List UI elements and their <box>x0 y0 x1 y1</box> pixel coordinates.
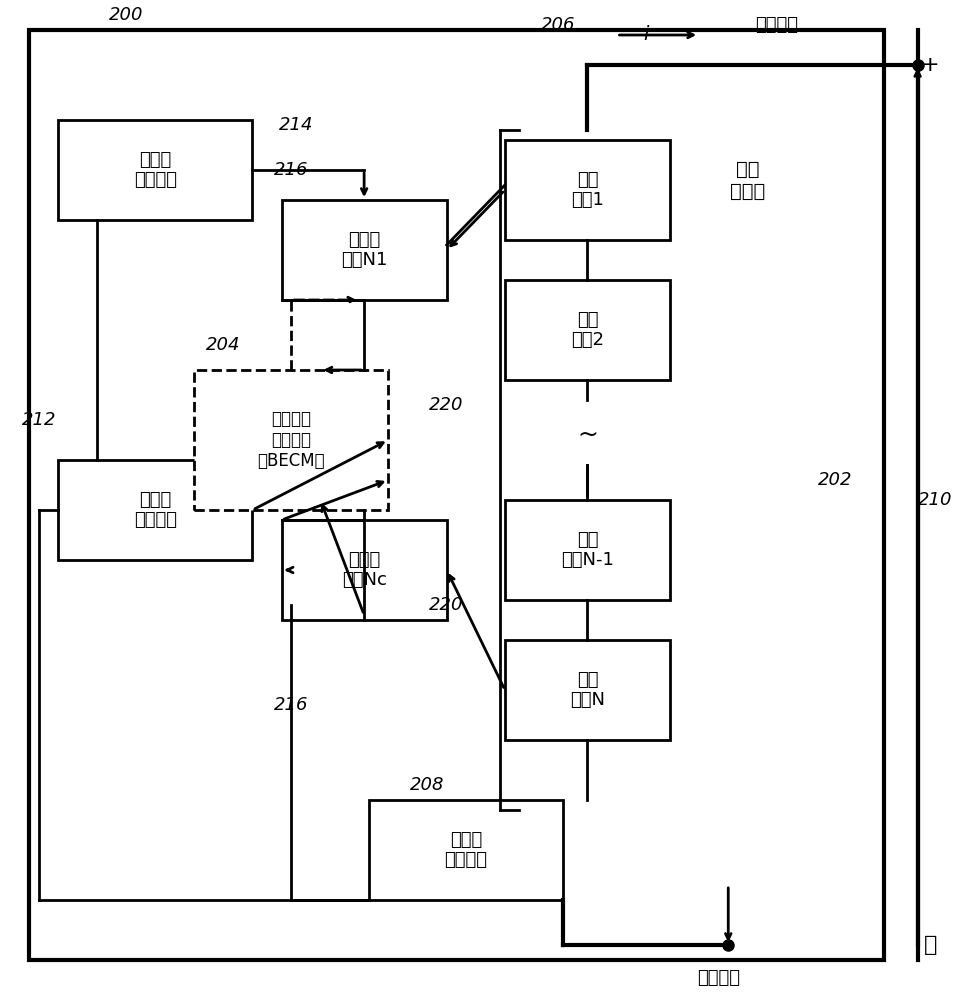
Text: i: i <box>643 25 649 44</box>
Text: 电池
单元2: 电池 单元2 <box>571 311 604 349</box>
Text: 202: 202 <box>818 471 853 489</box>
Text: 负极端子: 负极端子 <box>697 969 740 987</box>
Text: 200: 200 <box>109 6 144 24</box>
Text: 电池
单元N: 电池 单元N <box>570 671 605 709</box>
FancyBboxPatch shape <box>194 370 388 510</box>
Text: ~: ~ <box>577 423 598 447</box>
Text: 204: 204 <box>206 336 241 354</box>
Text: 208: 208 <box>410 776 445 794</box>
FancyBboxPatch shape <box>29 30 884 960</box>
FancyBboxPatch shape <box>369 800 563 900</box>
FancyBboxPatch shape <box>505 500 670 600</box>
Text: －: － <box>923 935 937 955</box>
Text: 212: 212 <box>21 411 56 429</box>
FancyBboxPatch shape <box>505 640 670 740</box>
FancyBboxPatch shape <box>58 120 252 220</box>
FancyBboxPatch shape <box>505 140 670 240</box>
Text: 206: 206 <box>541 16 576 34</box>
Text: 214: 214 <box>279 116 314 134</box>
Text: 电池组
电压测量: 电池组 电压测量 <box>134 491 177 529</box>
Text: 216: 216 <box>274 696 309 714</box>
Text: 220: 220 <box>429 396 464 414</box>
Text: 传感器
模块Nc: 传感器 模块Nc <box>342 551 386 589</box>
FancyBboxPatch shape <box>282 200 447 300</box>
FancyBboxPatch shape <box>505 280 670 380</box>
Text: +: + <box>921 55 940 75</box>
Text: 电池组
电流测量: 电池组 电流测量 <box>445 831 487 869</box>
Text: 电池组
温度测量: 电池组 温度测量 <box>134 151 177 189</box>
Text: 210: 210 <box>918 491 953 509</box>
Text: 正极端子: 正极端子 <box>755 16 798 34</box>
FancyBboxPatch shape <box>282 520 447 620</box>
Text: 电池
单元1: 电池 单元1 <box>571 171 604 209</box>
Text: 电池
单元N-1: 电池 单元N-1 <box>561 531 614 569</box>
Text: 电池能量
控制模块
（BECM）: 电池能量 控制模块 （BECM） <box>257 410 325 470</box>
Text: 牵引
电池组: 牵引 电池组 <box>730 159 765 200</box>
Text: 220: 220 <box>429 596 464 614</box>
Text: 216: 216 <box>274 161 309 179</box>
FancyBboxPatch shape <box>58 460 252 560</box>
Text: 传感器
模块N1: 传感器 模块N1 <box>341 231 387 269</box>
